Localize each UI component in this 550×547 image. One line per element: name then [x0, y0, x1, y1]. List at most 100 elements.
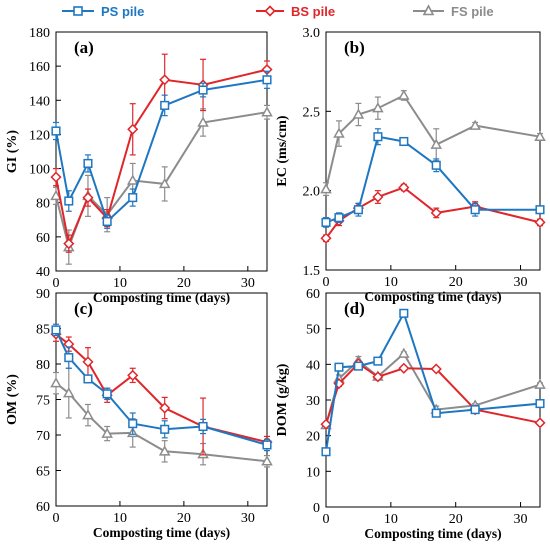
data-point — [372, 102, 384, 113]
data-point — [333, 127, 345, 138]
data-point — [431, 160, 441, 170]
y-tick-label: 60 — [36, 500, 50, 515]
y-tick-label: 30 — [306, 394, 320, 409]
data-point — [353, 361, 363, 371]
y-tick-label: 20 — [306, 430, 320, 445]
y-tick-label: 100 — [29, 163, 50, 178]
y-tick-label: 2.0 — [303, 185, 321, 200]
data-point — [64, 196, 74, 206]
x-tick-label: 0 — [323, 512, 330, 527]
data-point — [262, 75, 272, 85]
legend: PS pile BS pile FS pile — [62, 4, 494, 19]
y-tick-label: 80 — [36, 358, 50, 373]
y-tick-label: 40 — [306, 358, 320, 373]
x-axis-label: Composting time (days) — [364, 526, 501, 541]
data-point — [320, 418, 332, 430]
y-tick-label: 80 — [36, 197, 50, 212]
y-axis-label: EC (ms/cm) — [275, 115, 290, 186]
data-point — [83, 158, 93, 168]
x-tick-label: 10 — [113, 276, 127, 291]
plot-frame — [55, 31, 268, 272]
x-tick-label: 20 — [177, 511, 191, 526]
data-point — [321, 447, 331, 457]
panel-a: 40 60 80 100 120 140 160 180 0 10 20 30 Composting t… — [5, 26, 273, 305]
data-point — [320, 183, 332, 194]
data-point — [63, 238, 75, 250]
square-marker-icon — [73, 6, 83, 16]
data-point — [128, 193, 138, 203]
y-tick-label: 0 — [313, 501, 320, 516]
x-tick-label: 20 — [449, 275, 463, 290]
series-line — [55, 68, 268, 248]
data-point — [334, 213, 344, 223]
panel-label: (c) — [74, 299, 93, 318]
panel-b: 1.5 2.0 2.5 3.0 0 10 20 30 Composting time (days… — [275, 26, 546, 304]
panel-label: (d) — [344, 299, 365, 318]
data-point — [261, 106, 273, 117]
series-line — [325, 94, 541, 190]
data-point — [372, 371, 384, 383]
data-point — [82, 409, 94, 420]
y-tick-label: 120 — [29, 128, 50, 143]
data-point — [430, 207, 442, 219]
data-point — [128, 419, 138, 429]
y-axis-label: OM (%) — [5, 374, 20, 425]
legend-item-fs: FS pile — [413, 4, 494, 19]
data-point — [198, 85, 208, 95]
data-point — [82, 356, 94, 368]
data-point — [51, 325, 61, 335]
y-tick-label: 85 — [36, 323, 50, 338]
data-point — [160, 424, 170, 434]
series-fs-pile — [50, 104, 273, 265]
data-point — [431, 408, 441, 418]
legend-item-bs: BS pile — [256, 4, 335, 19]
data-point — [535, 399, 545, 409]
data-point — [102, 389, 112, 399]
data-point — [398, 181, 410, 194]
data-point — [63, 387, 75, 398]
y-tick-label: 65 — [36, 465, 50, 480]
data-point — [373, 132, 383, 142]
panel-label: (a) — [74, 38, 94, 57]
plot-frame — [325, 292, 541, 508]
data-point — [353, 205, 363, 215]
x-tick-label: 10 — [384, 275, 398, 290]
legend-label-bs: BS pile — [291, 4, 335, 19]
y-tick-label: 160 — [29, 60, 50, 75]
y-tick-label: 50 — [306, 323, 320, 338]
y-tick-label: 60 — [306, 287, 320, 302]
data-point — [83, 374, 93, 384]
data-point — [158, 445, 171, 456]
y-tick-label: 10 — [306, 465, 320, 480]
y-axis-label: GI (%) — [5, 130, 20, 174]
data-point — [534, 216, 546, 228]
plot-frame — [325, 31, 541, 271]
y-tick-label: 75 — [36, 394, 50, 409]
data-point — [159, 74, 171, 86]
x-tick-label: 10 — [384, 512, 398, 527]
y-tick-label: 1.5 — [303, 264, 321, 279]
data-point — [159, 402, 171, 414]
data-point — [470, 205, 480, 215]
data-point — [321, 217, 331, 227]
x-tick-label: 10 — [113, 511, 127, 526]
y-axis-label: DOM (g/kg) — [275, 363, 290, 436]
panel-label: (b) — [344, 38, 365, 57]
x-tick-label: 30 — [241, 511, 255, 526]
data-point — [534, 130, 546, 141]
data-point — [127, 369, 139, 381]
data-point — [398, 362, 410, 374]
x-tick-label: 30 — [514, 275, 528, 290]
x-axis-label: Composting time (days) — [93, 525, 230, 540]
data-point — [430, 363, 442, 375]
series-line — [325, 362, 541, 425]
series-fs-pile — [320, 89, 546, 197]
data-point — [126, 174, 139, 185]
data-point — [334, 362, 344, 372]
data-point — [352, 108, 365, 119]
panel-d: 0 10 20 30 40 50 60 0 10 20 30 Composting time (day… — [275, 287, 546, 541]
data-point — [430, 138, 443, 149]
data-point — [373, 356, 383, 366]
x-tick-label: 0 — [53, 276, 60, 291]
